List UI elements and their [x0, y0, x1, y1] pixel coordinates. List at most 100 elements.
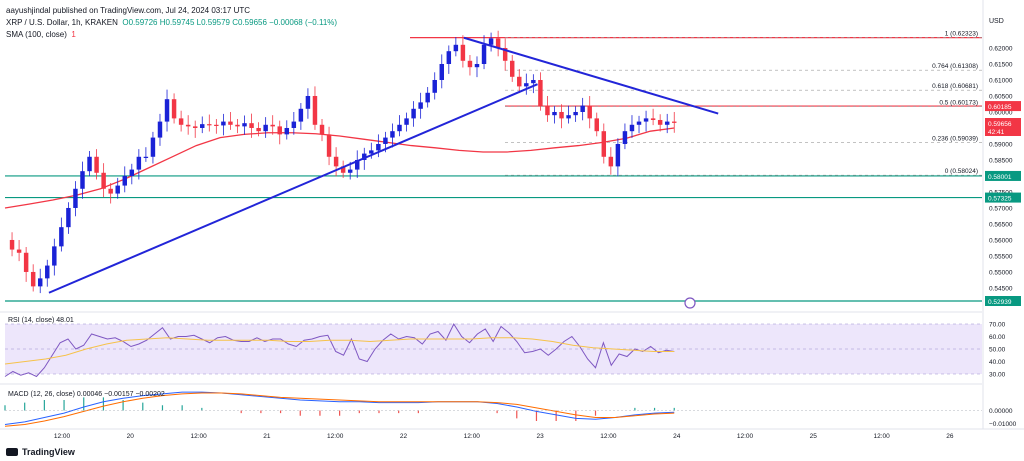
time-axis-label: 21: [263, 433, 271, 440]
candle-body: [157, 121, 163, 138]
candle-body: [672, 121, 677, 123]
price-label-box: [985, 125, 1021, 136]
price-label-box: [985, 117, 1021, 128]
time-axis-label: 12:00: [464, 433, 481, 440]
candle-body: [545, 105, 550, 116]
symbol-title[interactable]: XRP / U.S. Dollar, 1h, KRAKEN: [6, 18, 118, 27]
candle-body: [636, 121, 642, 125]
candle-body: [524, 83, 529, 87]
candle-body: [178, 118, 184, 125]
candle-body: [66, 207, 71, 228]
candle-body: [573, 111, 578, 116]
tradingview-logo[interactable]: TradingView: [6, 447, 75, 457]
candle-body: [305, 95, 311, 109]
price-axis-tick: 0.58500: [989, 157, 1013, 164]
candle-body: [228, 121, 233, 125]
fib-level-label: 0.236 (0.59039): [932, 136, 978, 143]
candle-body: [23, 252, 29, 272]
fib-level-label: 0.618 (0.60681): [932, 83, 978, 90]
candle-body: [601, 131, 607, 157]
candle-body: [531, 79, 536, 84]
ohlc-values: O0.59726 H0.59745 L0.59579 C0.59656 −0.0…: [122, 18, 338, 27]
price-axis-tick: 0.57000: [989, 205, 1013, 212]
trendline-rising-support: [48, 83, 538, 294]
candle-body: [256, 127, 261, 132]
candle-body: [552, 111, 557, 116]
price-axis-tick: 0.61000: [989, 77, 1013, 84]
candle-body: [474, 63, 480, 68]
candle-body: [622, 131, 628, 144]
candle-body: [615, 143, 621, 167]
time-axis-label: 26: [946, 433, 954, 440]
time-axis-label: 25: [810, 433, 818, 440]
candle-body: [629, 124, 635, 132]
sma-100-line: [4, 127, 675, 209]
candle-body: [242, 123, 247, 127]
fib-level-label: 0.764 (0.61308): [932, 63, 978, 70]
price-label-text: 0.52939: [988, 299, 1012, 306]
trendline-falling-resistance: [463, 36, 719, 115]
brand-label: TradingView: [22, 447, 75, 457]
candle-body: [481, 44, 487, 64]
candle-body: [509, 60, 515, 77]
price-axis-tick: 0.59000: [989, 141, 1013, 148]
candle-body: [221, 121, 226, 126]
time-axis-label: 12:00: [737, 433, 754, 440]
price-label-text: 0.60185: [988, 104, 1012, 111]
candle-body: [446, 51, 452, 64]
candle-body: [319, 124, 325, 135]
symbol-line: XRP / U.S. Dollar, 1h, KRAKEN O0.59726 H…: [6, 18, 337, 27]
candle-body: [467, 60, 473, 68]
rsi-ma-line: [4, 337, 675, 365]
time-axis-label: 24: [673, 433, 681, 440]
time-axis-label: 23: [536, 433, 544, 440]
candle-body: [369, 150, 374, 154]
candle-body: [488, 38, 494, 45]
price-axis-tick: 0.56000: [989, 237, 1013, 244]
candle-body: [263, 124, 268, 132]
macd-signal-line: [4, 392, 675, 427]
candle-body: [164, 99, 170, 122]
price-axis-tick: 0.60500: [989, 93, 1013, 100]
candle-body: [362, 153, 367, 160]
candle-body: [657, 119, 663, 125]
candle-body: [291, 121, 297, 128]
fib-level-label: 0.5 (0.60173): [939, 99, 978, 106]
candle-body: [214, 124, 219, 126]
candle-body: [249, 123, 254, 128]
sma-label[interactable]: SMA (100, close): [6, 30, 67, 39]
candle-body: [192, 126, 198, 128]
candle-body: [404, 118, 409, 125]
macd-axis-tick: 0.00000: [989, 408, 1013, 415]
time-axis-label: 12:00: [190, 433, 207, 440]
price-label-box: [985, 170, 1021, 181]
candle-body: [432, 79, 437, 93]
candle-body: [59, 227, 64, 247]
macd-axis-tick: −0.01000: [989, 421, 1017, 428]
candle-body: [30, 271, 36, 287]
candle-body: [495, 38, 501, 48]
candle-body: [425, 92, 430, 103]
time-axis-label: 12:00: [873, 433, 890, 440]
price-axis-tick: 0.54500: [989, 285, 1013, 292]
price-axis-tick: 0.55500: [989, 253, 1013, 260]
price-label-text: 42:41: [988, 129, 1005, 136]
rsi-axis-tick: 30.00: [989, 372, 1006, 379]
candle-body: [37, 278, 43, 287]
candle-body: [312, 95, 318, 125]
sma-value: 1: [71, 30, 76, 39]
candle-body: [608, 156, 614, 167]
candle-body: [453, 44, 459, 52]
candle-body: [664, 121, 670, 125]
candle-body: [594, 118, 599, 132]
candle-body: [108, 188, 113, 194]
price-label-box: [985, 192, 1021, 203]
candle-body: [143, 156, 149, 158]
candle-body: [383, 137, 388, 144]
rsi-axis-tick: 60.00: [989, 334, 1006, 341]
tradingview-mark-icon: [6, 448, 18, 456]
rsi-axis-tick: 50.00: [989, 347, 1006, 354]
candle-body: [115, 185, 120, 194]
candle-body: [411, 108, 416, 119]
candle-body: [439, 63, 445, 80]
